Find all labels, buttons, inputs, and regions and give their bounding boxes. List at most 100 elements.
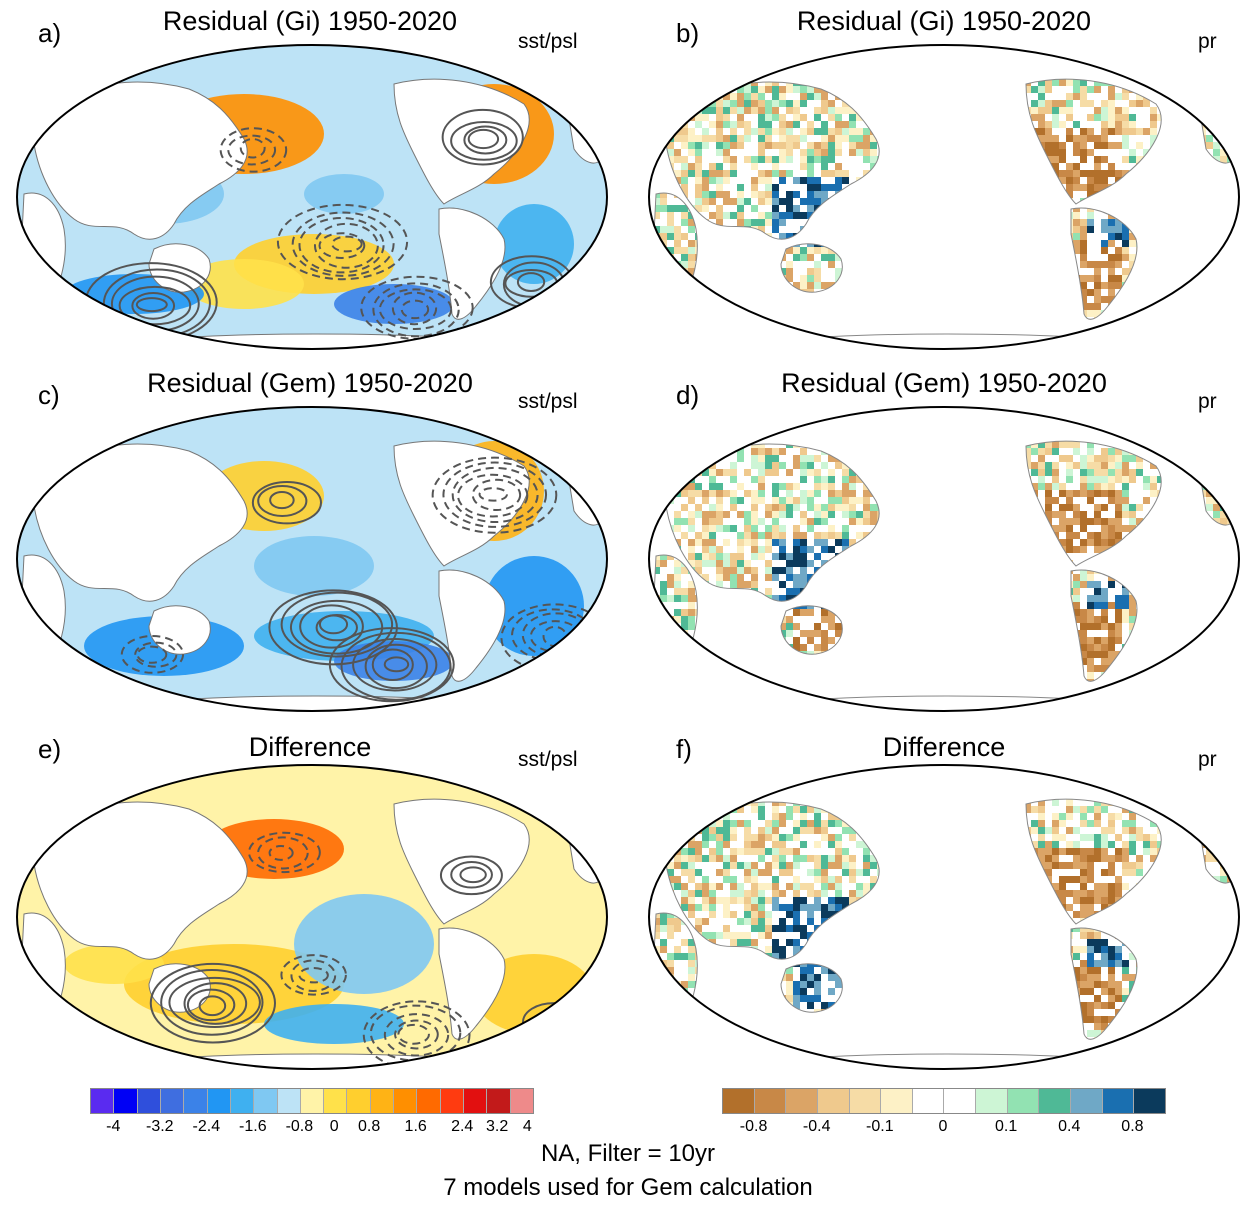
colorbar-cell xyxy=(487,1089,511,1113)
psl-contour xyxy=(431,456,558,534)
psl-contour xyxy=(135,297,168,313)
colorbar-cell xyxy=(944,1089,977,1113)
psl-contour xyxy=(227,134,277,166)
colorbar-cell xyxy=(754,1089,787,1113)
colorbar-tick-label: 0.1 xyxy=(995,1118,1018,1135)
coastline xyxy=(1025,440,1162,567)
panel-c-letter: c) xyxy=(38,380,60,410)
colorbar-cell xyxy=(394,1089,418,1113)
pr-colorbar xyxy=(722,1088,1166,1114)
panel-d-variable: pr xyxy=(1198,390,1217,413)
coastline xyxy=(665,801,880,960)
land-mass xyxy=(153,333,485,349)
colorbar-cell xyxy=(160,1089,185,1113)
panel-b-variable: pr xyxy=(1198,30,1217,53)
psl-contour xyxy=(160,968,264,1036)
land-mass xyxy=(533,425,571,466)
colorbar-cell xyxy=(137,1089,161,1113)
psl-contour xyxy=(276,203,409,281)
colorbar-cell xyxy=(786,1089,818,1113)
colorbar-cell xyxy=(817,1089,850,1113)
psl-contour xyxy=(463,125,508,155)
psl-contour xyxy=(289,599,384,655)
sst-anomaly-patch xyxy=(254,536,374,596)
psl-contour xyxy=(439,855,503,896)
psl-contour xyxy=(120,635,185,674)
psl-contour xyxy=(136,645,168,664)
psl-contour xyxy=(251,481,323,525)
psl-contour xyxy=(299,604,364,649)
colorbar-cell xyxy=(1039,1089,1072,1113)
colorbar-tick-label: -0.8 xyxy=(285,1118,314,1135)
colorbar-cell xyxy=(324,1089,348,1113)
psl-contour xyxy=(340,631,452,701)
land-mass xyxy=(438,207,506,320)
psl-contour xyxy=(183,982,248,1025)
psl-contour xyxy=(280,591,394,658)
land-mass xyxy=(533,63,571,104)
psl-contour xyxy=(450,121,518,161)
land-mass xyxy=(33,443,248,602)
colorbar-tick-label: -3.2 xyxy=(145,1118,174,1135)
psl-contour xyxy=(257,484,308,517)
coastline xyxy=(665,443,880,602)
colorbar-tick-label: 1.6 xyxy=(404,1118,427,1135)
land-mass xyxy=(153,1053,485,1069)
psl-contour xyxy=(383,656,410,673)
pr-colorbar-ticks: -0.8 -0.4 -0.1 0 0.1 0.4 0.8 xyxy=(722,1118,1164,1140)
psl-contour xyxy=(459,866,487,884)
coastline xyxy=(785,333,1117,349)
map-frame xyxy=(647,44,1241,350)
land-mass xyxy=(33,801,248,960)
psl-contour xyxy=(352,637,438,692)
panel-d-title: Residual (Gem) 1950-2020 xyxy=(781,368,1107,398)
psl-contour xyxy=(268,844,294,861)
psl-contour xyxy=(471,478,522,511)
map-frame xyxy=(647,764,1241,1070)
coastline xyxy=(1070,927,1138,1040)
colorbar-cell xyxy=(976,1089,1008,1113)
panel-c-title: Residual (Gem) 1950-2020 xyxy=(147,368,473,398)
colorbar-tick-label: 0 xyxy=(938,1118,948,1135)
map-frame xyxy=(15,44,609,350)
psl-contour xyxy=(516,272,546,292)
psl-contour xyxy=(313,222,379,269)
psl-contour xyxy=(539,1016,573,1035)
psl-contour xyxy=(186,988,236,1022)
colorbar-cell xyxy=(440,1089,464,1113)
psl-contour xyxy=(291,211,395,277)
colorbar-tick-label: -0.1 xyxy=(866,1118,894,1135)
psl-contour xyxy=(131,291,176,320)
psl-contour xyxy=(315,613,358,642)
footer-filter-text: NA, Filter = 10yr xyxy=(540,1140,716,1167)
map-frame xyxy=(15,764,609,1070)
psl-contour xyxy=(168,976,261,1028)
colorbar-cell xyxy=(184,1089,208,1113)
colorbar-cell xyxy=(881,1089,913,1113)
psl-contour xyxy=(467,128,500,150)
psl-contour xyxy=(457,473,529,518)
sst-anomaly-patch xyxy=(334,641,454,681)
coastline xyxy=(785,695,1117,711)
colorbar-tick-label: -0.8 xyxy=(739,1118,768,1135)
colorbar-cell xyxy=(370,1089,395,1113)
colorbar-tick-label: -1.6 xyxy=(239,1118,267,1135)
map-panel-f-pr xyxy=(647,764,1241,1070)
psl-contour xyxy=(239,138,266,159)
psl-contour xyxy=(149,962,276,1044)
sst-anomaly-patch xyxy=(264,1004,404,1044)
psl-contour xyxy=(450,861,493,889)
coastline xyxy=(780,605,843,655)
panel-e-letter: e) xyxy=(38,734,62,764)
psl-contour xyxy=(118,285,192,326)
psl-contour xyxy=(442,461,548,528)
psl-contour xyxy=(397,1023,430,1045)
colorbar-tick-label: 0.8 xyxy=(358,1118,381,1135)
panel-d-letter: d) xyxy=(676,380,700,410)
psl-contour xyxy=(394,1019,439,1050)
colorbar-cell xyxy=(510,1089,533,1113)
colorbar-cell xyxy=(849,1089,882,1113)
psl-contour xyxy=(521,1002,586,1043)
sst-anomaly-patch xyxy=(484,556,584,656)
colorbar-cell xyxy=(347,1089,371,1113)
